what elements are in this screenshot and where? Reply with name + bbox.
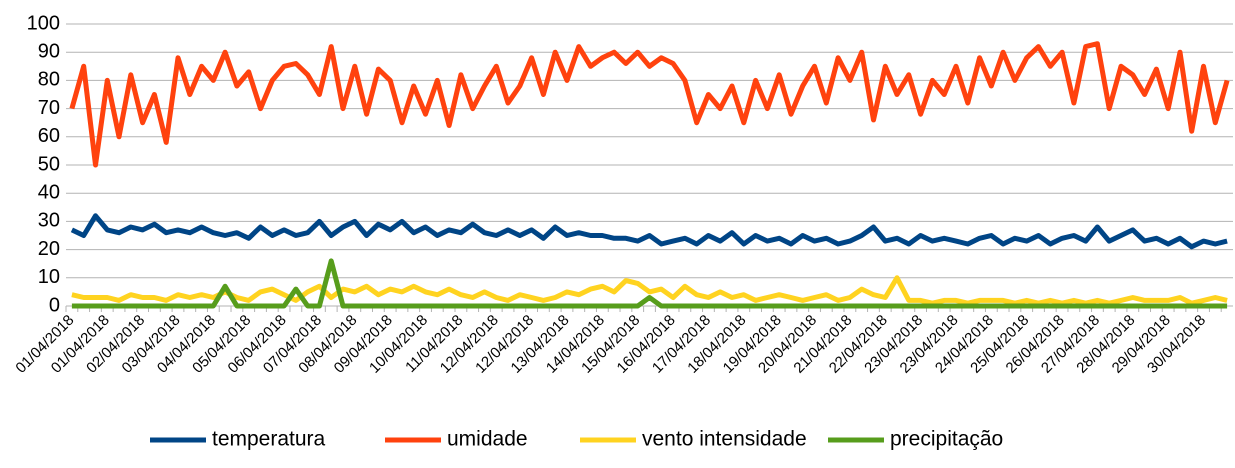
y-tick-label: 40 [38,181,60,203]
y-tick-label: 90 [38,40,60,62]
legend-label: temperatura [212,428,326,451]
y-tick-label: 70 [38,97,60,119]
legend-label: umidade [447,428,528,451]
y-tick-label: 50 [38,153,60,175]
y-tick-label: 100 [27,12,60,34]
y-tick-label: 60 [38,125,60,147]
legend-label: vento intensidade [642,428,807,451]
y-tick-label: 30 [38,210,60,232]
series-line [69,41,1230,168]
y-tick-label: 80 [38,69,60,91]
y-tick-label: 20 [38,238,60,260]
series-line [71,275,1228,306]
series-line [70,213,1228,250]
legend-label: precipitação [890,428,1003,451]
y-tick-label: 0 [49,294,60,316]
y-tick-label: 10 [38,266,60,288]
series-line [71,258,1228,309]
